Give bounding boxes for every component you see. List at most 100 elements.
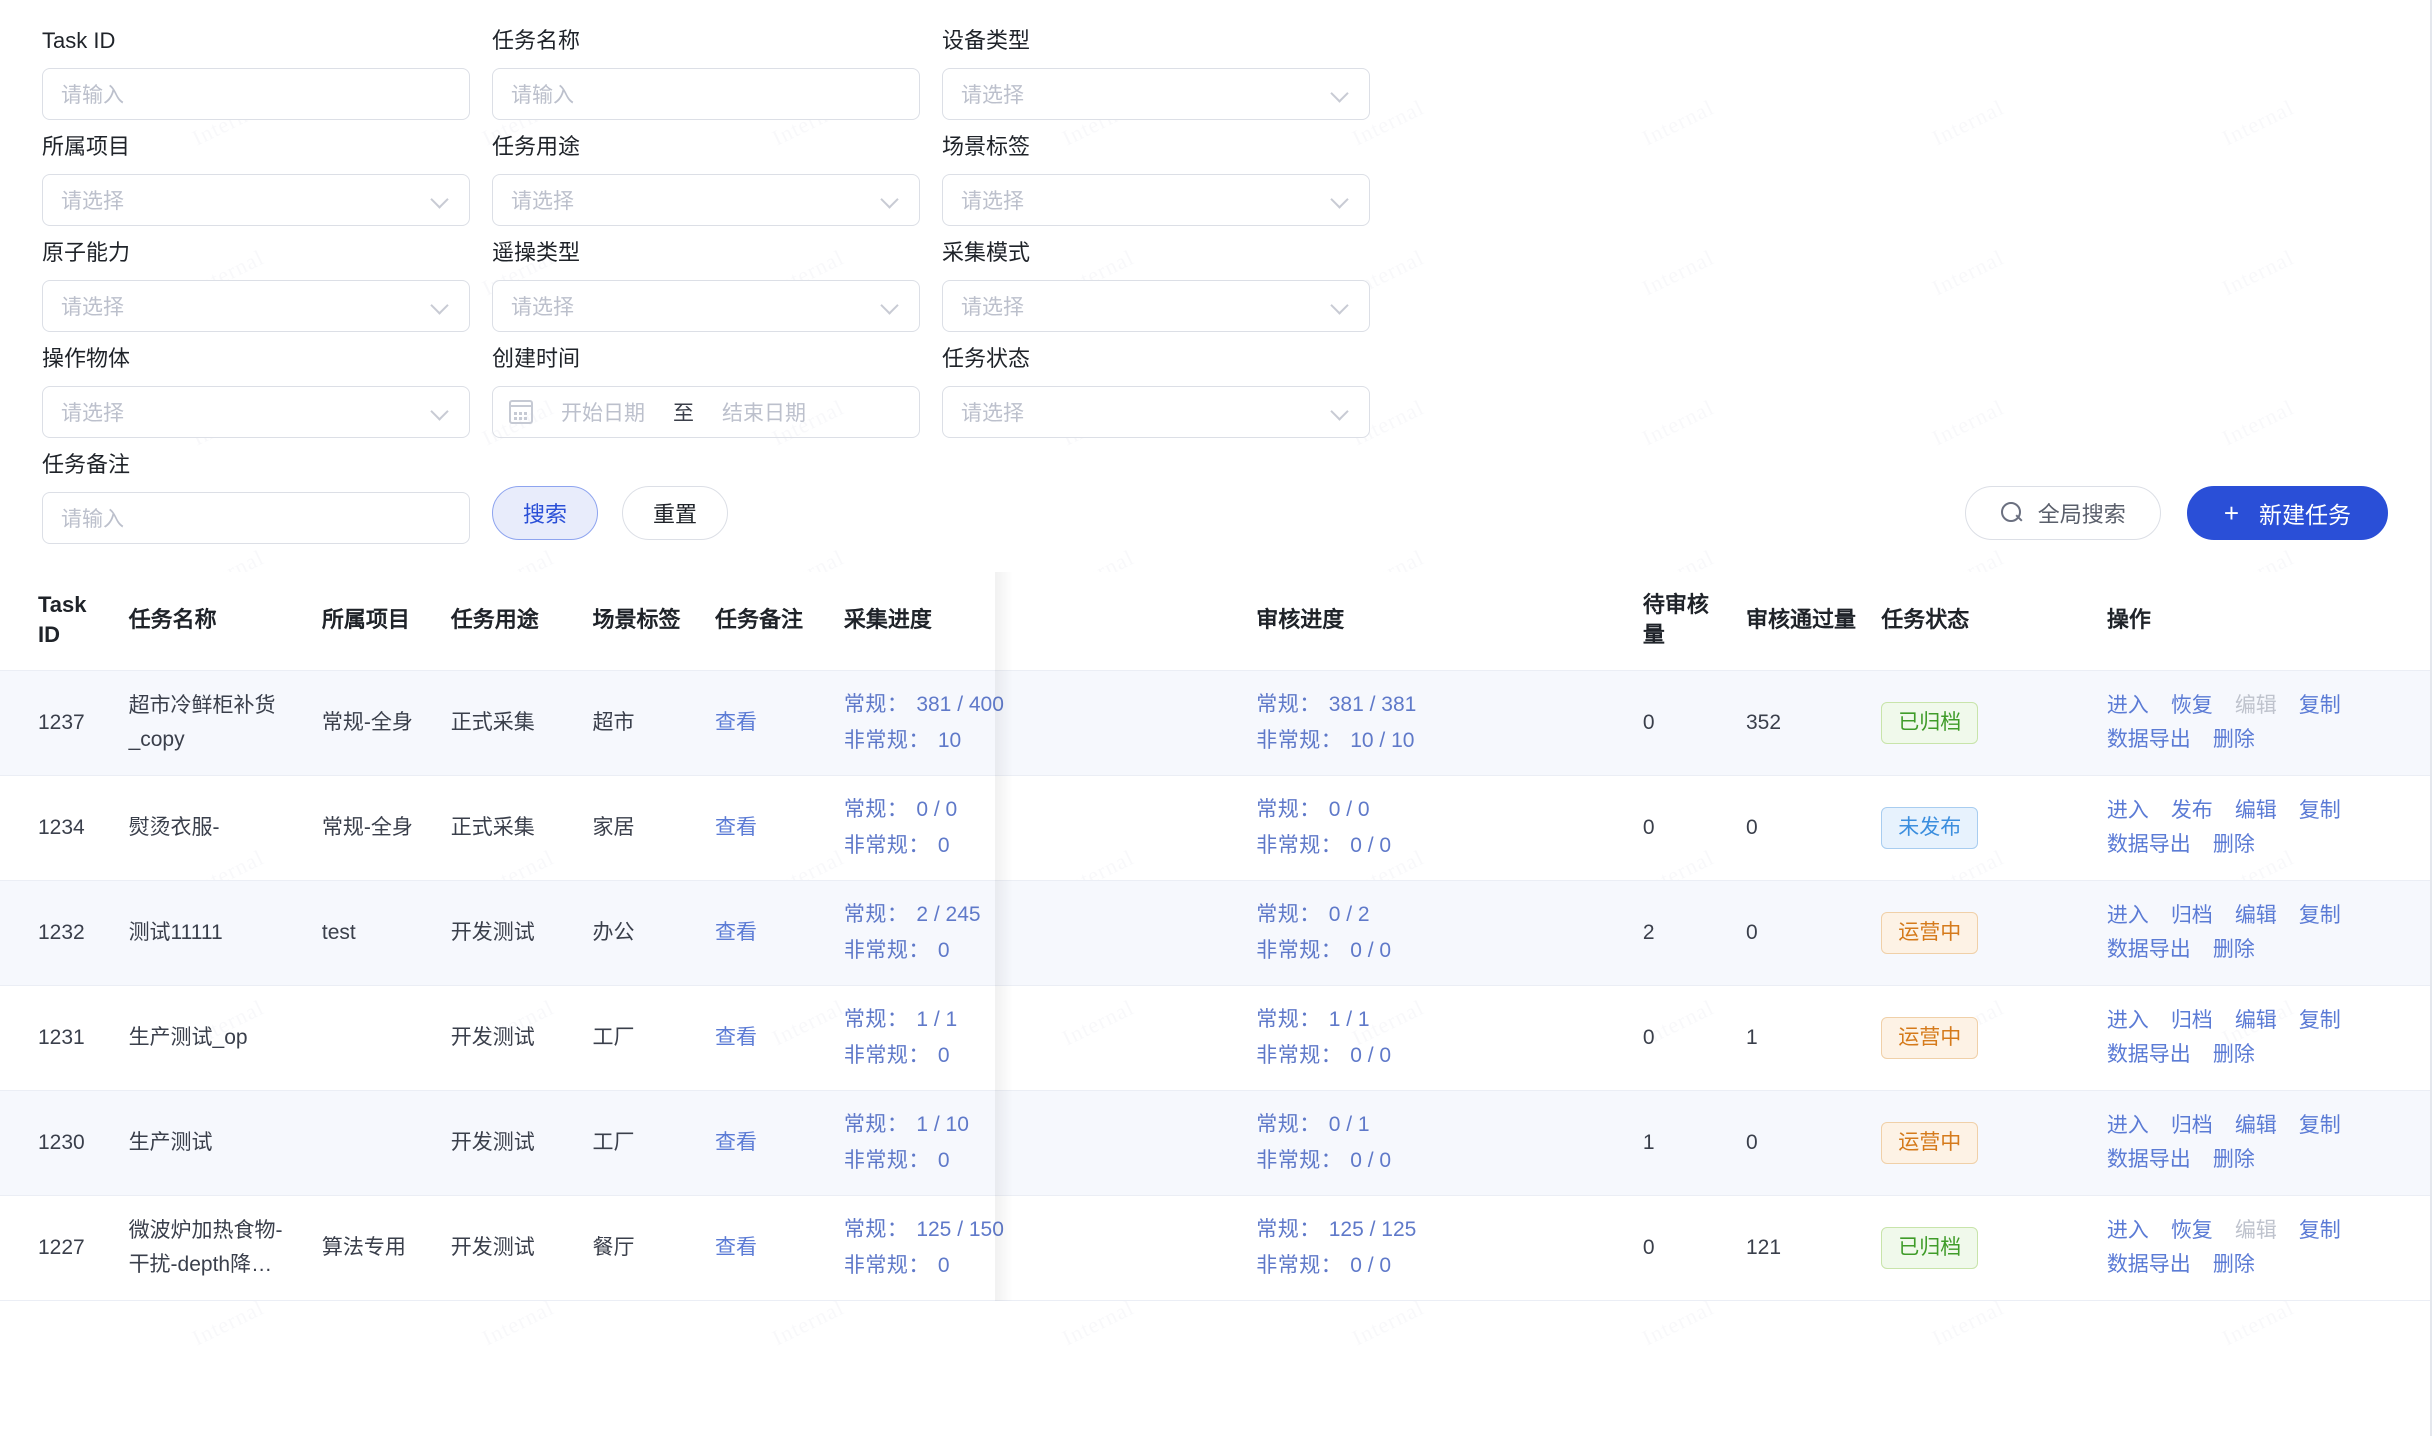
select-task-usage[interactable]: 请选择	[492, 174, 920, 226]
new-task-button[interactable]: + 新建任务	[2186, 486, 2388, 540]
select-collect-mode[interactable]: 请选择	[942, 280, 1370, 332]
start-date-input[interactable]: 开始日期	[561, 402, 645, 425]
op-link-0[interactable]: 进入	[2106, 1219, 2149, 1242]
col-header-collect[interactable]: 采集进度	[833, 572, 1247, 671]
col-header-status[interactable]: 任务状态	[1871, 572, 2097, 671]
op-link-5[interactable]: 删除	[2212, 1253, 2255, 1276]
select-device-type[interactable]: 请选择	[942, 68, 1370, 120]
op-link-5[interactable]: 删除	[2212, 728, 2255, 751]
op-link-3[interactable]: 复制	[2298, 1114, 2341, 1137]
col-header-task-id[interactable]: Task ID	[0, 572, 119, 671]
col-header-usage[interactable]: 任务用途	[440, 572, 583, 671]
progress-value-abnormal: 10	[937, 729, 962, 752]
filter-field-create-time: 创建时间 开始日期 至 结束日期	[492, 344, 920, 438]
cell-pending-count: 0	[1632, 670, 1736, 776]
op-link-3[interactable]: 复制	[2298, 694, 2341, 717]
cell-collect-progress-normal: 常规： 0 / 0	[844, 792, 1236, 828]
col-header-name[interactable]: 任务名称	[118, 572, 312, 671]
progress-label-normal: 常规：	[1256, 1008, 1321, 1031]
col-header-project[interactable]: 所属项目	[311, 572, 441, 671]
cell-remark: 查看	[704, 1195, 834, 1301]
select-scene-tag[interactable]: 请选择	[942, 174, 1370, 226]
op-link-5[interactable]: 删除	[2212, 938, 2255, 961]
select-operated-object[interactable]: 请选择	[42, 386, 470, 438]
op-link-0[interactable]: 进入	[2106, 799, 2149, 822]
op-link-2[interactable]: 编辑	[2234, 799, 2277, 822]
op-link-5[interactable]: 删除	[2212, 1148, 2255, 1171]
op-link-1[interactable]: 归档	[2170, 904, 2213, 927]
op-link-1[interactable]: 归档	[2170, 1009, 2213, 1032]
table-row[interactable]: 1234 熨烫衣服- 常规-全身 正式采集 家居 查看 常规： 0 / 0 非常规： 0 常规： 0 …	[0, 775, 2430, 881]
col-header-passed[interactable]: 审核通过量	[1735, 572, 1872, 671]
input-task-remark[interactable]: 请输入	[42, 492, 470, 544]
op-link-5[interactable]: 删除	[2212, 1043, 2255, 1066]
table-row[interactable]: 1231 生产测试_op 开发测试 工厂 查看 常规： 1 / 1 非常规： 0 常规： 1 / 1…	[0, 985, 2430, 1091]
table-header-row: Task ID 任务名称 所属项目 任务用途 场景标签 任务备注 采集进度 审核…	[0, 572, 2430, 671]
placeholder-text: 请选择	[511, 190, 574, 213]
global-search-button[interactable]: 全局搜索	[1964, 486, 2161, 540]
end-date-input[interactable]: 结束日期	[722, 402, 806, 425]
select-teleop-type[interactable]: 请选择	[492, 280, 920, 332]
op-link-4[interactable]: 数据导出	[2106, 1043, 2191, 1066]
filter-field-task-id: Task ID 请输入	[42, 26, 470, 120]
reset-button[interactable]: 重置	[622, 486, 729, 540]
table-row[interactable]: 1230 生产测试 开发测试 工厂 查看 常规： 1 / 10 非常规： 0 常规： 0 / 1 非常…	[0, 1090, 2430, 1196]
op-link-4[interactable]: 数据导出	[2106, 938, 2191, 961]
cell-scene: 工厂	[582, 985, 705, 1091]
placeholder-text: 请选择	[61, 402, 124, 425]
col-header-ops[interactable]: 操作	[2096, 572, 2430, 671]
op-link-3[interactable]: 复制	[2298, 799, 2341, 822]
cell-passed-count: 0	[1735, 1090, 1872, 1196]
col-header-pending[interactable]: 待审核量	[1632, 572, 1736, 671]
op-link-3[interactable]: 复制	[2298, 1009, 2341, 1032]
select-task-status[interactable]: 请选择	[942, 386, 1370, 438]
op-link-0[interactable]: 进入	[2106, 1009, 2149, 1032]
cell-task-id: 1232	[0, 880, 119, 986]
remark-view-link[interactable]: 查看	[714, 1026, 757, 1049]
input-task-name[interactable]: 请输入	[492, 68, 920, 120]
op-link-2[interactable]: 编辑	[2234, 1009, 2277, 1032]
filter-field-atomic-ability: 原子能力 请选择	[42, 238, 470, 332]
select-atomic-ability[interactable]: 请选择	[42, 280, 470, 332]
remark-view-link[interactable]: 查看	[714, 921, 757, 944]
op-link-0[interactable]: 进入	[2106, 1114, 2149, 1137]
op-link-4[interactable]: 数据导出	[2106, 833, 2191, 856]
op-link-0[interactable]: 进入	[2106, 904, 2149, 927]
remark-view-link[interactable]: 查看	[714, 711, 757, 734]
cell-scene: 餐厅	[582, 1195, 705, 1301]
progress-label-normal: 常规：	[843, 798, 909, 821]
remark-view-link[interactable]: 查看	[714, 816, 757, 839]
op-link-4[interactable]: 数据导出	[2106, 1148, 2191, 1171]
col-header-audit[interactable]: 审核进度	[1246, 572, 1633, 671]
op-link-5[interactable]: 删除	[2212, 833, 2255, 856]
op-link-4[interactable]: 数据导出	[2106, 728, 2191, 751]
select-project[interactable]: 请选择	[42, 174, 470, 226]
op-link-3[interactable]: 复制	[2298, 904, 2341, 927]
table-row[interactable]: 1227 微波炉加热食物-干扰-depth降… 算法专用 开发测试 餐厅 查看 常规： 125…	[0, 1195, 2430, 1301]
table-row[interactable]: 1237 超市冷鲜柜补货_copy 常规-全身 正式采集 超市 查看 常规： 381 / 40…	[0, 670, 2430, 776]
op-link-1[interactable]: 归档	[2170, 1114, 2213, 1137]
task-table: Task ID 任务名称 所属项目 任务用途 场景标签 任务备注 采集进度 审核…	[0, 572, 2430, 1301]
date-range-create-time[interactable]: 开始日期 至 结束日期	[492, 386, 920, 438]
cell-project	[311, 1090, 441, 1196]
table-row[interactable]: 1232 测试11111 test 开发测试 办公 查看 常规： 2 / 245 非常规： 0 常规…	[0, 880, 2430, 986]
op-link-1[interactable]: 恢复	[2170, 1219, 2213, 1242]
op-link-0[interactable]: 进入	[2106, 694, 2149, 717]
filter-row: Task ID 请输入 任务名称 请输入 设备类型 请选择	[42, 26, 2430, 120]
input-task-id[interactable]: 请输入	[42, 68, 470, 120]
status-badge: 运营中	[1881, 912, 1979, 954]
op-link-2[interactable]: 编辑	[2234, 904, 2277, 927]
col-header-scene[interactable]: 场景标签	[582, 572, 705, 671]
remark-view-link[interactable]: 查看	[714, 1236, 757, 1259]
op-link-1[interactable]: 恢复	[2170, 694, 2213, 717]
progress-value-abnormal: 0	[937, 1044, 950, 1067]
op-link-3[interactable]: 复制	[2298, 1219, 2341, 1242]
col-header-remark[interactable]: 任务备注	[704, 572, 834, 671]
op-link-4[interactable]: 数据导出	[2106, 1253, 2191, 1276]
search-button[interactable]: 搜索	[492, 486, 599, 540]
remark-view-link[interactable]: 查看	[714, 1131, 757, 1154]
progress-label-abnormal: 非常规：	[843, 1044, 930, 1067]
op-link-1[interactable]: 发布	[2170, 799, 2213, 822]
op-link-2[interactable]: 编辑	[2234, 1114, 2277, 1137]
progress-label-normal: 常规：	[843, 903, 909, 926]
